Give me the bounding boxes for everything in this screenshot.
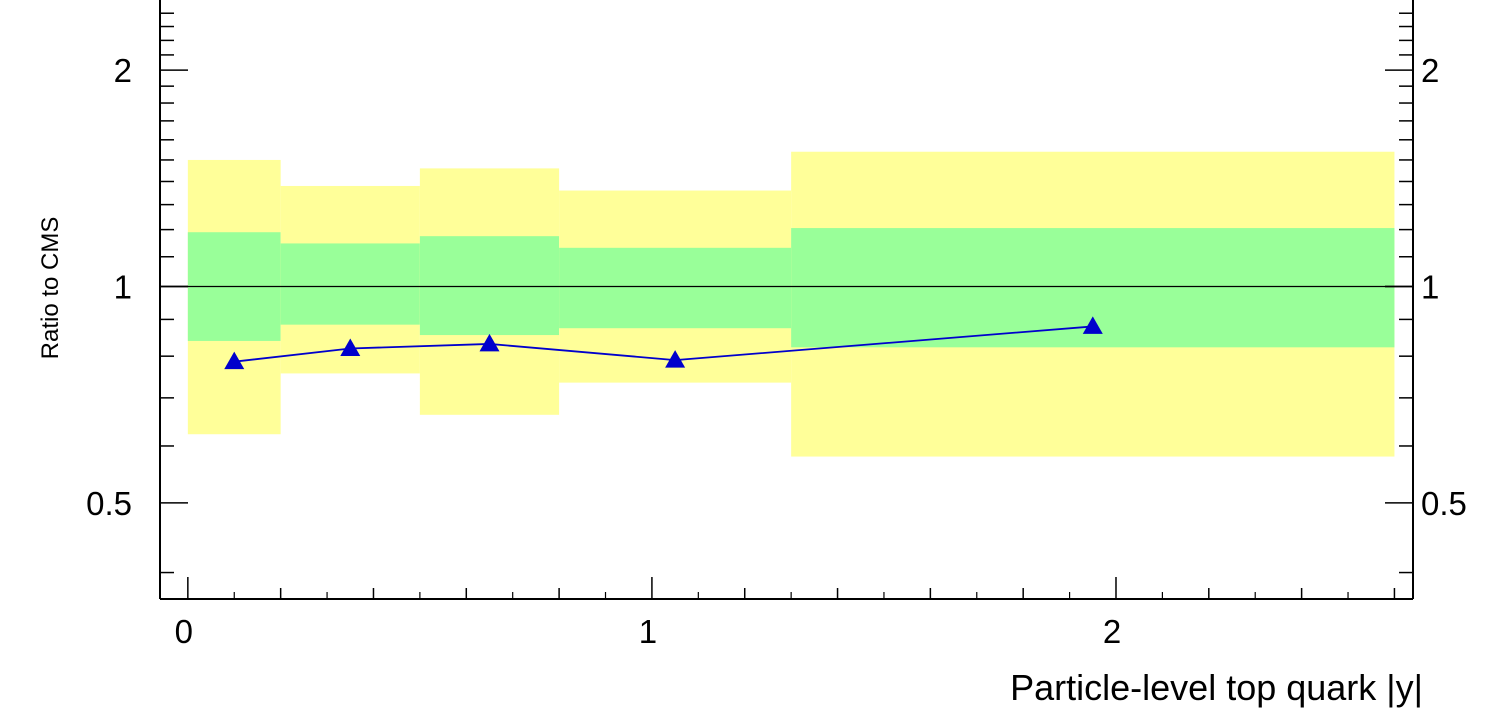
series-point-3 (665, 350, 686, 368)
y-tick-label-left-1: 1 (114, 269, 132, 306)
series-point-1 (340, 338, 361, 356)
series-point-0 (224, 351, 245, 370)
series-point-4 (1082, 316, 1103, 334)
y-tick-label-right-2: 2 (1421, 52, 1439, 89)
x-tick-label-1: 1 (639, 613, 657, 650)
inner-band-2 (419, 236, 560, 336)
y-tick-label-left-0: 0.5 (86, 485, 132, 522)
inner-band-1 (280, 243, 420, 325)
x-tick-label-2: 2 (1103, 613, 1121, 650)
y-ticks: 0.5 0.5 1 1 2 2 (86, 12, 1467, 574)
x-ticks: 0 1 2 (175, 577, 1396, 650)
x-tick-label-0: 0 (175, 613, 193, 650)
uncertainty-bands (187, 151, 1395, 457)
y-axis-label: Ratio to CMS (37, 217, 64, 360)
y-tick-label-left-2: 2 (114, 52, 132, 89)
series-layer (224, 316, 1103, 370)
y-tick-label-right-0: 0.5 (1421, 485, 1467, 522)
series-point-2 (479, 333, 500, 352)
y-tick-label-right-1: 1 (1421, 269, 1439, 306)
x-axis-label: Particle-level top quark |y| (1010, 667, 1423, 708)
axes-frame (159, 0, 1414, 600)
inner-band-3 (559, 247, 792, 329)
